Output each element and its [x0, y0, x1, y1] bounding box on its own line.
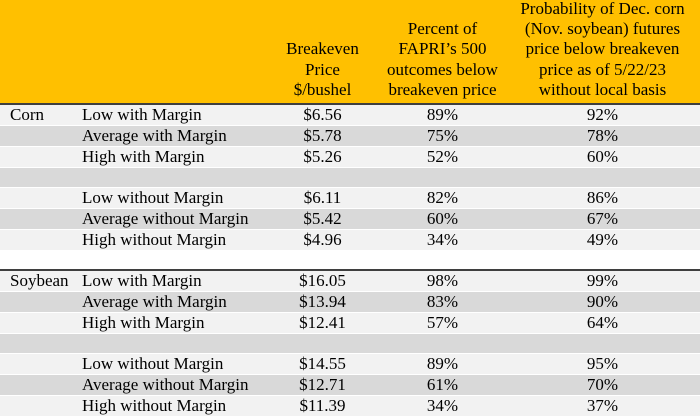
- table-row-soybean-high-without-margin: High without Margin $11.39 34% 37%: [0, 395, 700, 416]
- section-divider-row: [0, 249, 700, 272]
- probability-cell: 92%: [586, 105, 619, 124]
- table-row-soybean-high-with-margin: High with Margin $12.41 57% 64%: [0, 312, 700, 334]
- probability-cell: 64%: [586, 313, 619, 333]
- price-cell: $6.11: [303, 187, 342, 207]
- probability-cell: 37%: [586, 396, 619, 416]
- price-cell: $12.41: [299, 313, 346, 333]
- scenario-cell: High with Margin: [82, 147, 205, 166]
- table-row-soybean-low-with-margin: Soybean Low with Margin $16.05 98% 99%: [0, 271, 700, 292]
- probability-cell: 60%: [586, 147, 619, 166]
- probability-cell: 86%: [586, 187, 619, 207]
- percent-cell: 82%: [426, 187, 459, 207]
- percent-cell: 60%: [426, 208, 459, 228]
- table-row-corn-high-with-margin: High with Margin $5.26 52% 60%: [0, 146, 700, 167]
- commodity-cell: Corn: [10, 105, 44, 124]
- probability-cell: 95%: [586, 354, 619, 374]
- percent-cell: 89%: [426, 354, 459, 374]
- probability-cell: 99%: [586, 271, 619, 291]
- header-commodity: [0, 100, 80, 103]
- header-probability: Probability of Dec. corn (Nov. soybean) …: [520, 0, 685, 99]
- table-row-soybean-low-without-margin: Low without Margin $14.55 89% 95%: [0, 353, 700, 375]
- price-cell: $12.71: [299, 375, 346, 395]
- price-cell: $13.94: [299, 292, 346, 312]
- scenario-cell: Low with Margin: [82, 105, 202, 124]
- scenario-cell: High without Margin: [82, 229, 227, 249]
- table-row-corn-low-with-margin: Corn Low with Margin $6.56 89% 92%: [0, 105, 700, 125]
- price-cell: $16.05: [299, 271, 346, 291]
- table-row-soybean-avg-with-margin: Average with Margin $13.94 83% 90%: [0, 291, 700, 313]
- probability-cell: 70%: [586, 375, 619, 395]
- header-scenario: [80, 100, 265, 103]
- commodity-cell: Soybean: [10, 271, 69, 291]
- spacer-row: [0, 167, 700, 187]
- scenario-cell: High without Margin: [82, 396, 227, 416]
- percent-cell: 34%: [426, 396, 459, 416]
- table-row-corn-low-without-margin: Low without Margin $6.11 82% 86%: [0, 186, 700, 208]
- price-cell: $4.96: [303, 229, 342, 249]
- price-cell: $6.56: [303, 105, 342, 124]
- percent-cell: 52%: [426, 147, 459, 166]
- probability-cell: 49%: [586, 229, 619, 249]
- percent-cell: 57%: [426, 313, 459, 333]
- percent-cell: 61%: [426, 375, 459, 395]
- price-cell: $5.42: [303, 208, 342, 228]
- scenario-cell: Low with Margin: [82, 271, 202, 291]
- scenario-cell: Average with Margin: [82, 126, 227, 145]
- scenario-cell: Low without Margin: [82, 354, 224, 374]
- table-row-soybean-avg-without-margin: Average without Margin $12.71 61% 70%: [0, 374, 700, 396]
- probability-cell: 90%: [586, 292, 619, 312]
- price-cell: $14.55: [299, 354, 346, 374]
- percent-cell: 98%: [426, 271, 459, 291]
- table-row-corn-avg-without-margin: Average without Margin $5.42 60% 67%: [0, 207, 700, 229]
- percent-cell: 89%: [426, 105, 459, 124]
- percent-cell: 83%: [426, 292, 459, 312]
- scenario-cell: Average with Margin: [82, 292, 227, 312]
- scenario-cell: Average without Margin: [82, 208, 249, 228]
- scenario-cell: Low without Margin: [82, 187, 224, 207]
- table-header: Breakeven Price $/bushel Percent of FAPR…: [0, 0, 700, 105]
- price-cell: $11.39: [299, 396, 346, 416]
- table-row-corn-avg-with-margin: Average with Margin $5.78 75% 78%: [0, 125, 700, 146]
- scenario-cell: Average without Margin: [82, 375, 249, 395]
- table-body: Corn Low with Margin $6.56 89% 92% Avera…: [0, 105, 700, 416]
- header-breakeven-price: Breakeven Price $/bushel: [286, 39, 359, 99]
- percent-cell: 75%: [426, 126, 459, 145]
- scenario-cell: High with Margin: [82, 313, 205, 333]
- percent-cell: 34%: [426, 229, 459, 249]
- spacer-row: [0, 333, 700, 354]
- table-row-corn-high-without-margin: High without Margin $4.96 34% 49%: [0, 228, 700, 250]
- probability-cell: 78%: [586, 126, 619, 145]
- probability-cell: 67%: [586, 208, 619, 228]
- price-cell: $5.78: [303, 126, 342, 145]
- header-percent-outcomes: Percent of FAPRI’s 500 outcomes below br…: [387, 19, 498, 99]
- price-cell: $5.26: [303, 147, 342, 166]
